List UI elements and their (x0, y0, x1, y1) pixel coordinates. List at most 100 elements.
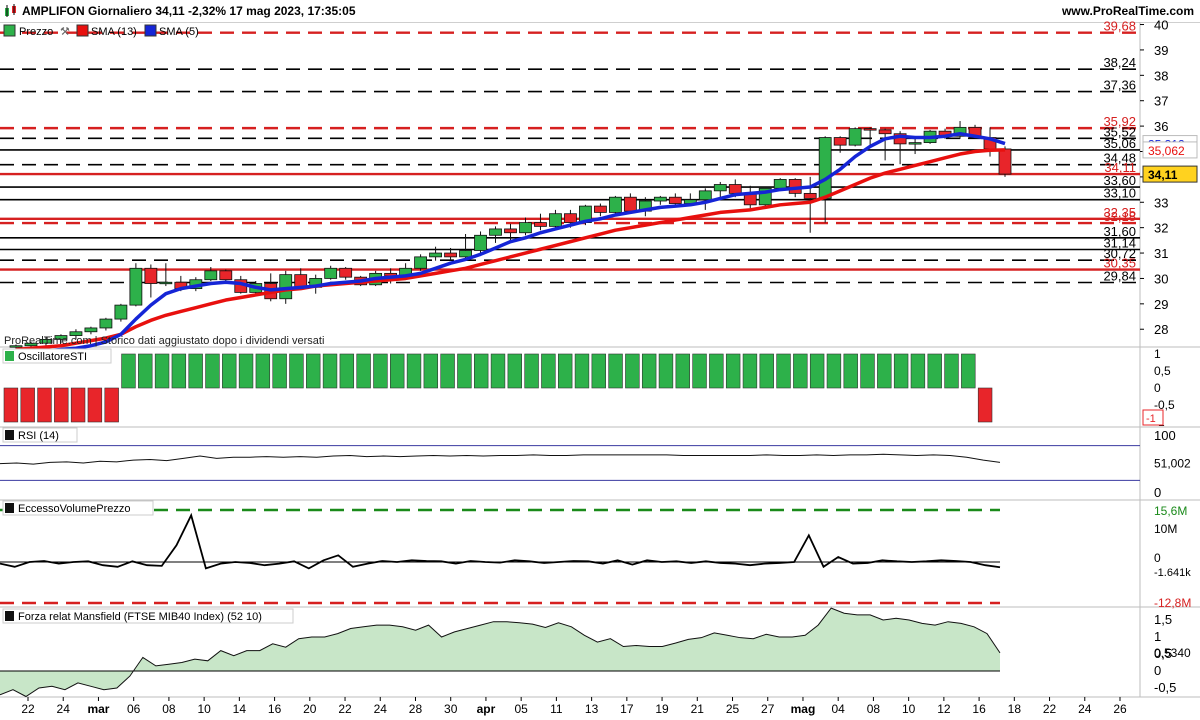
candle-body (713, 184, 727, 192)
x-tick-label: 13 (585, 702, 599, 716)
sti-bar (977, 387, 993, 423)
sti-bar (322, 353, 338, 389)
sti-bar (121, 353, 136, 389)
sma5-line (15, 131, 1006, 354)
sti-bar (725, 353, 741, 389)
sti-bar (171, 353, 187, 389)
candle-body (414, 256, 427, 269)
price-tick-label: 30 (1154, 271, 1168, 286)
price-tag-label: 35,062 (1148, 144, 1185, 158)
level-label: 31,60 (1103, 224, 1136, 239)
sti-bar (440, 353, 455, 389)
price-tick-label: 29 (1154, 297, 1168, 312)
volume-tick-label: 10M (1154, 522, 1177, 536)
candle-body (24, 342, 38, 347)
sti-bar (457, 353, 472, 389)
sti-bar (910, 353, 926, 389)
candle-body (668, 196, 682, 204)
x-tick-label: 16 (268, 702, 282, 716)
x-tick-label: 26 (1113, 702, 1127, 716)
x-tick-label: 20 (303, 702, 317, 716)
sti-bar (70, 387, 86, 423)
sti-bar (238, 353, 254, 389)
sti-bar (944, 353, 959, 389)
chart-title: AMPLIFON Giornaliero 34,11 -2,32% 17 mag… (22, 4, 356, 18)
x-tick-label: 05 (514, 702, 528, 716)
candle-body (159, 281, 173, 285)
level-label: 34,11 (1104, 160, 1136, 175)
volume-tick-label: 0 (1154, 551, 1161, 565)
sti-bar (809, 353, 825, 389)
x-tick-label: 22 (338, 702, 352, 716)
candle-body (99, 318, 113, 329)
sti-last-box (1142, 409, 1164, 426)
x-tick-label: 08 (867, 702, 881, 716)
candle-body (594, 205, 607, 213)
price-tick-label: 37 (1154, 94, 1168, 109)
candle-body (429, 252, 442, 258)
x-tick-label: 08 (162, 702, 176, 716)
sti-bar (289, 353, 304, 389)
candle-body (324, 267, 338, 279)
volume-last-label: -1.641k (1154, 567, 1191, 579)
price-tick-label: 38 (1154, 68, 1168, 83)
sti-bar (339, 353, 355, 389)
mansfield-line (0, 607, 1001, 698)
x-tick-label: 10 (197, 702, 211, 716)
x-tick-label: 12 (937, 702, 951, 716)
mansfield-tick-label: 0,5 (1154, 646, 1172, 661)
candle-body (728, 184, 742, 194)
candle-body (144, 267, 158, 284)
mansfield-title-box (2, 608, 294, 624)
price-legend-swatch (3, 24, 16, 37)
level-label: 31,14 (1103, 236, 1136, 251)
sti-bar (507, 353, 522, 389)
mansfield-tick-label: -0,5 (1154, 680, 1176, 695)
candle-body (339, 267, 353, 278)
sti-bar (474, 353, 489, 389)
candle-body (69, 331, 83, 336)
rsi-line (0, 453, 1001, 465)
candle-body (818, 137, 832, 199)
sti-title-box (2, 348, 112, 364)
candle-body (489, 228, 502, 236)
candle-body (534, 222, 547, 227)
candle-body (608, 196, 622, 213)
sti-bar (574, 353, 590, 389)
sti-bar (356, 353, 371, 389)
level-label: 32,35 (1103, 205, 1136, 220)
x-tick-label: 04 (832, 702, 846, 716)
mansfield-last-label: 0,5340 (1154, 646, 1191, 660)
x-tick-label: 24 (57, 702, 71, 716)
volume-line (0, 512, 1001, 570)
x-tick-label: apr (477, 702, 496, 716)
candle-body (848, 128, 862, 146)
sti-bar (826, 353, 842, 389)
level-label: 33,10 (1103, 186, 1136, 201)
sti-bar (37, 387, 52, 423)
price-tag-box (1142, 165, 1198, 183)
candle-body (459, 250, 472, 258)
level-label: 33,60 (1103, 173, 1136, 188)
sti-bar (742, 353, 758, 389)
volume-title-box (2, 500, 154, 516)
wrench-icon: ⚒ (60, 26, 70, 38)
sma5-legend-label: SMA (5) (159, 26, 199, 38)
site-link[interactable]: www.ProRealTime.com (1061, 4, 1194, 18)
volume-lower-label: -12,8M (1154, 596, 1191, 610)
sti-bar (692, 353, 707, 389)
volume-legend-swatch (5, 503, 14, 513)
sti-bar (641, 353, 657, 389)
sma13-line (15, 148, 1006, 352)
level-label: 32,18 (1103, 209, 1136, 224)
x-tick-label: 17 (620, 702, 634, 716)
x-tick-label: 06 (127, 702, 141, 716)
sti-bar (608, 353, 623, 389)
sti-bar (759, 353, 774, 389)
sti-bar (20, 387, 35, 423)
x-tick-label: 22 (21, 702, 35, 716)
mansfield-title: Forza relat Mansfield (FTSE MIB40 Index)… (18, 611, 262, 623)
sti-bar (860, 353, 875, 389)
price-legend-label: Prezzo (19, 26, 53, 38)
